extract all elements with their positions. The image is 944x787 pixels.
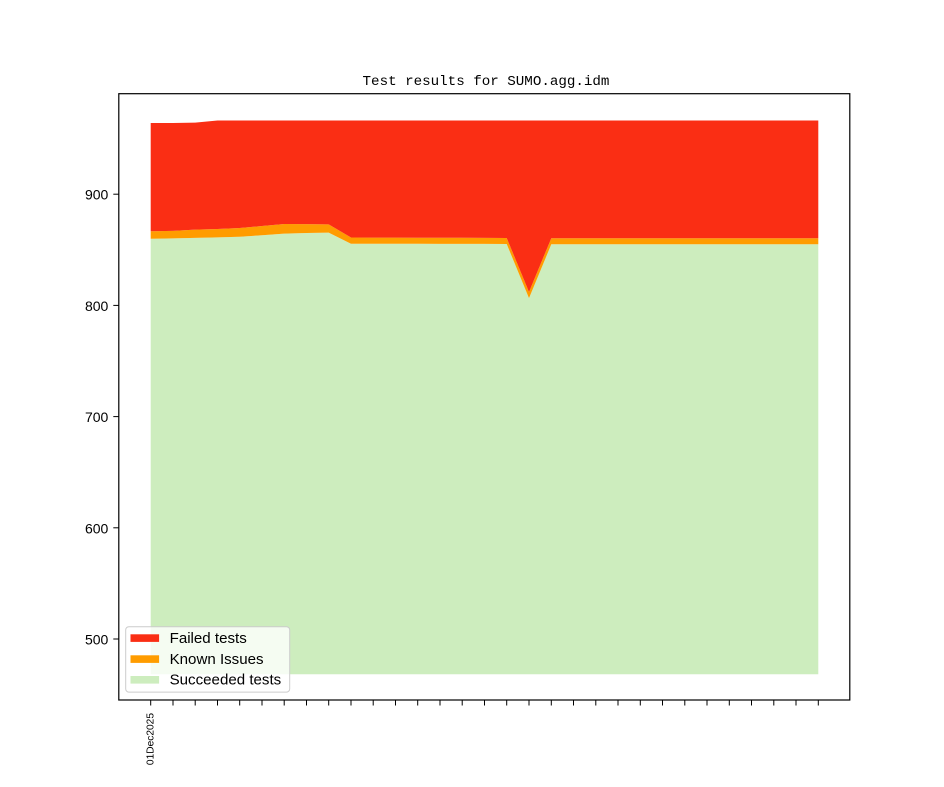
svg-text:500: 500 (85, 632, 109, 648)
svg-text:Failed tests: Failed tests (170, 630, 247, 647)
svg-text:Known Issues: Known Issues (170, 651, 264, 668)
svg-text:600: 600 (85, 520, 109, 536)
svg-text:900: 900 (85, 187, 109, 203)
svg-text:Succeeded tests: Succeeded tests (170, 672, 282, 689)
svg-text:700: 700 (85, 409, 109, 425)
svg-text:800: 800 (85, 298, 109, 314)
svg-text:Test results for SUMO.agg.idm: Test results for SUMO.agg.idm (363, 74, 610, 90)
svg-text:01Dec2025: 01Dec2025 (146, 713, 157, 765)
